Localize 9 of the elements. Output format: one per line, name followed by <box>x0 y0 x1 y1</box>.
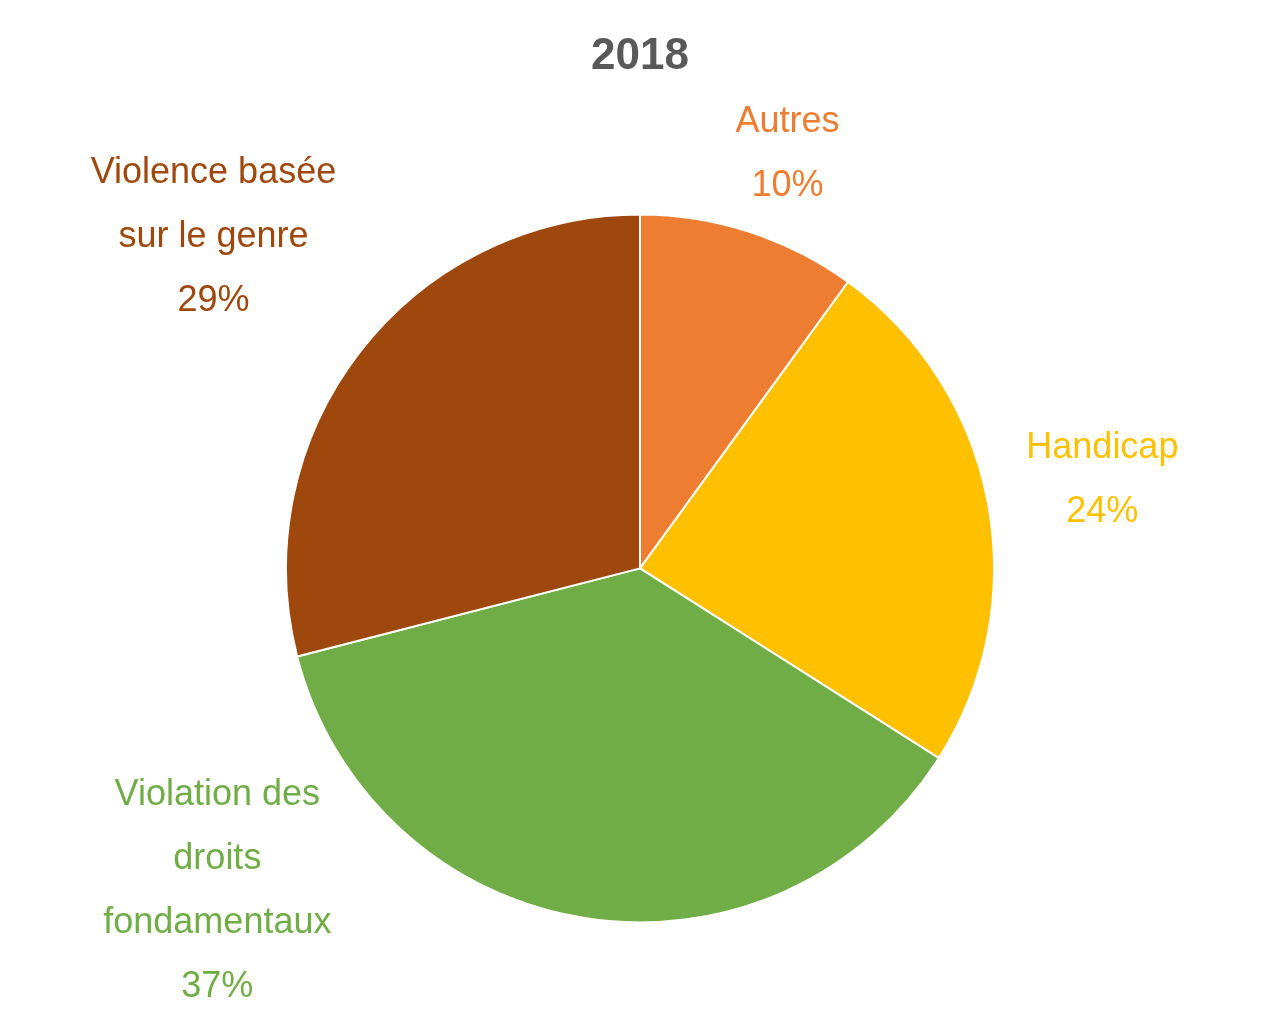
data-label: 10% <box>751 162 824 204</box>
data-label: 29% <box>177 278 250 320</box>
data-label: 24% <box>1066 489 1139 531</box>
slice-label: Violence basée sur le genre <box>90 150 337 256</box>
slice-label: Violation des droits fondamentaux <box>103 771 332 941</box>
data-label: 37% <box>181 963 254 1005</box>
slice-label: Autres <box>735 98 840 140</box>
slice-label: Handicap <box>1026 425 1179 467</box>
chart-title: 2018 <box>591 28 689 78</box>
